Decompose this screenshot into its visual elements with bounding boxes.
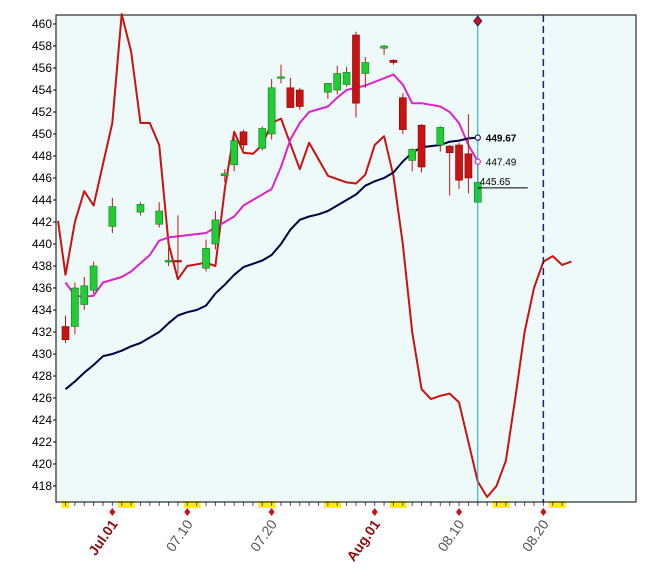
candle-body — [211, 219, 220, 245]
candle-body — [61, 326, 70, 340]
x-axis-marker — [389, 501, 407, 508]
x-axis: Jul.01 07.10 07.20 Aug.01 08.10 08.20 — [56, 501, 636, 564]
candle-body — [455, 144, 463, 181]
y-tick-label: 418 — [32, 479, 52, 493]
y-tick-label: 454 — [32, 83, 52, 97]
x-tick-label: 07.10 — [163, 516, 196, 554]
y-tick-label: 460 — [32, 17, 52, 31]
candle-body — [389, 59, 398, 63]
y-axis: 418 420 422 424 426 428 430 432 434 436 438 440 442 4… — [32, 17, 56, 493]
ma-long-marker — [474, 134, 481, 141]
candle-body — [155, 210, 163, 225]
candle-body — [220, 173, 229, 177]
cursor-layer — [473, 15, 545, 502]
candle-body — [361, 62, 370, 74]
ma-short-marker — [474, 158, 481, 165]
y-tick-label: 430 — [32, 347, 52, 361]
x-axis-marker — [324, 501, 341, 508]
x-tick-diamond — [456, 508, 463, 516]
candle-body — [239, 131, 248, 146]
candle-body — [80, 285, 89, 305]
x-tick-label: Aug.01 — [343, 516, 383, 564]
candle-body — [108, 206, 117, 227]
plot-area — [55, 14, 637, 503]
candle-body — [258, 128, 267, 149]
x-axis-marker — [118, 501, 135, 508]
value-labels: 449.67 447.49 445.65 — [474, 134, 528, 189]
y-tick-label: 446 — [32, 171, 52, 185]
value-label: 445.65 — [480, 177, 511, 188]
y-tick-label: 456 — [32, 61, 52, 75]
y-tick-label: 448 — [32, 149, 52, 163]
candle-body — [380, 45, 388, 49]
candle-body — [174, 260, 182, 263]
candle-body — [71, 287, 79, 327]
candle-body — [89, 265, 98, 291]
y-tick-label: 440 — [32, 237, 52, 251]
x-tick-label: Jul.01 — [85, 516, 121, 558]
candle-body — [267, 87, 276, 135]
ma_short-line — [64, 73, 479, 298]
candle-body — [295, 89, 304, 107]
candle-body — [417, 124, 426, 168]
y-tick-label: 428 — [32, 369, 52, 383]
x-axis-marker — [549, 501, 566, 508]
y-tick-label: 450 — [32, 127, 52, 141]
x-tick-label: 07.20 — [247, 516, 280, 554]
y-tick-label: 422 — [32, 435, 52, 449]
y-tick-label: 442 — [32, 215, 52, 229]
value-label: 449.67 — [486, 134, 517, 145]
value-label: 447.49 — [486, 158, 517, 169]
y-tick-label: 432 — [32, 325, 52, 339]
y-tick-label: 426 — [32, 391, 52, 405]
candle-body — [277, 76, 285, 79]
x-axis-marker — [183, 501, 201, 508]
candle-body — [333, 73, 342, 91]
x-tick-label: 08.20 — [519, 516, 552, 554]
y-tick-label: 444 — [32, 193, 52, 207]
x-tick-diamond — [184, 508, 191, 516]
y-tick-label: 420 — [32, 457, 52, 471]
candle-body — [324, 83, 332, 93]
candle-body — [342, 72, 351, 85]
candle-body — [164, 260, 173, 263]
candle-body — [408, 149, 416, 161]
candle-body — [352, 34, 360, 104]
x-tick-label: 08.10 — [434, 516, 467, 554]
y-tick-label: 436 — [32, 281, 52, 295]
x-axis-marker — [258, 501, 276, 508]
x-tick-diamond — [371, 508, 378, 516]
candle-body — [445, 145, 454, 154]
candle-body — [136, 204, 145, 213]
candle-body — [230, 140, 238, 166]
y-tick-label: 458 — [32, 39, 52, 53]
candle-body — [202, 248, 210, 269]
candle-body — [399, 97, 407, 130]
x-tick-diamond — [109, 508, 116, 516]
x-tick-diamond — [268, 508, 275, 516]
candle-body — [464, 153, 473, 179]
candle-body — [436, 127, 445, 146]
x-tick-diamond — [540, 508, 547, 516]
candle-body — [286, 87, 295, 108]
y-tick-label: 424 — [32, 413, 52, 427]
y-tick-label: 452 — [32, 105, 52, 119]
y-tick-label: 434 — [32, 303, 52, 317]
y-tick-label: 438 — [32, 259, 52, 273]
oscillator-line — [57, 13, 572, 498]
x-axis-marker — [492, 501, 510, 508]
cursor-diamond — [473, 15, 483, 27]
